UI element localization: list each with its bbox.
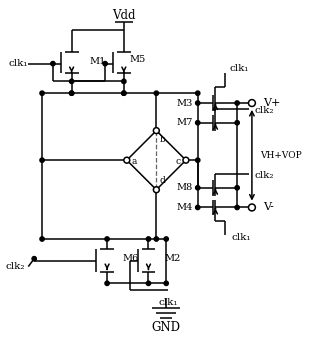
Text: M8: M8 [177, 183, 193, 192]
Circle shape [196, 121, 200, 125]
Circle shape [196, 158, 200, 162]
Circle shape [105, 237, 109, 241]
Circle shape [196, 186, 200, 190]
Circle shape [164, 281, 168, 286]
Text: M4: M4 [176, 203, 193, 212]
Circle shape [154, 237, 158, 241]
Text: c: c [175, 157, 181, 166]
Text: clk₁: clk₁ [229, 64, 249, 73]
Circle shape [183, 157, 189, 163]
Circle shape [196, 91, 200, 95]
Circle shape [122, 91, 126, 95]
Circle shape [70, 91, 74, 95]
Text: V+: V+ [263, 98, 280, 108]
Circle shape [32, 257, 37, 261]
Text: clk₂: clk₂ [255, 106, 274, 116]
Circle shape [103, 62, 107, 66]
Circle shape [248, 204, 255, 211]
Circle shape [196, 101, 200, 105]
Text: GND: GND [152, 321, 181, 334]
Circle shape [164, 237, 168, 241]
Circle shape [51, 62, 55, 66]
Text: V-: V- [263, 203, 274, 213]
Text: b: b [159, 135, 165, 144]
Circle shape [122, 91, 126, 95]
Text: M5: M5 [130, 55, 146, 64]
Text: clk₂: clk₂ [255, 171, 274, 181]
Text: d: d [159, 176, 165, 185]
Circle shape [70, 79, 74, 84]
Text: clk₂: clk₂ [6, 262, 25, 271]
Text: M2: M2 [164, 254, 181, 263]
Circle shape [235, 121, 239, 125]
Circle shape [40, 91, 44, 95]
Circle shape [235, 186, 239, 190]
Circle shape [124, 157, 130, 163]
Text: M1: M1 [89, 57, 106, 66]
Text: a: a [132, 157, 137, 166]
Circle shape [154, 91, 158, 95]
Text: Vdd: Vdd [112, 9, 136, 22]
Circle shape [122, 79, 126, 84]
Text: M6: M6 [123, 254, 139, 263]
Circle shape [70, 91, 74, 95]
Text: clk₁: clk₁ [158, 298, 178, 307]
Circle shape [40, 237, 44, 241]
Circle shape [154, 128, 159, 133]
Text: M3: M3 [176, 98, 193, 108]
Circle shape [196, 205, 200, 209]
Text: M7: M7 [176, 118, 193, 127]
Circle shape [146, 281, 151, 286]
Circle shape [105, 281, 109, 286]
Circle shape [154, 187, 159, 193]
Circle shape [235, 101, 239, 105]
Text: clk₁: clk₁ [8, 59, 28, 68]
Circle shape [248, 100, 255, 107]
Circle shape [40, 158, 44, 162]
Text: VH+VOP: VH+VOP [260, 151, 301, 160]
Circle shape [235, 205, 239, 209]
Circle shape [146, 237, 151, 241]
Text: clk₁: clk₁ [231, 233, 251, 241]
